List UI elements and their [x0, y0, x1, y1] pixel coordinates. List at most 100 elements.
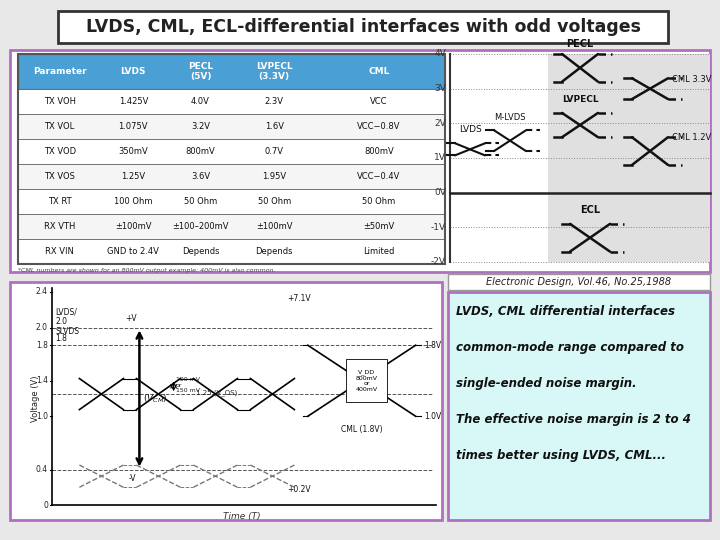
- Text: CML (1.8V): CML (1.8V): [341, 425, 382, 434]
- Text: 2.0: 2.0: [55, 317, 67, 326]
- Text: common-mode range compared to: common-mode range compared to: [456, 341, 684, 354]
- Text: 0V: 0V: [434, 188, 446, 197]
- Text: ±50mV: ±50mV: [363, 222, 395, 231]
- Text: 800mV: 800mV: [186, 147, 215, 156]
- Text: CML 1.2V: CML 1.2V: [672, 133, 711, 141]
- Text: +7.1V: +7.1V: [287, 294, 311, 303]
- Text: CML: CML: [368, 67, 390, 76]
- Text: 1.4: 1.4: [36, 376, 48, 385]
- Text: LVPECL
(3.3V): LVPECL (3.3V): [256, 62, 292, 82]
- Text: 1.8: 1.8: [36, 341, 48, 350]
- Text: ±100mV: ±100mV: [256, 222, 292, 231]
- Text: RX VIN: RX VIN: [45, 247, 74, 256]
- Text: LVDS: LVDS: [120, 67, 146, 76]
- Text: 100 mV
or
150 mV: 100 mV or 150 mV: [176, 377, 199, 394]
- Text: Time (T): Time (T): [223, 512, 261, 522]
- Text: 1.425V: 1.425V: [119, 97, 148, 106]
- Text: 0.7V: 0.7V: [265, 147, 284, 156]
- Text: 1.95V: 1.95V: [262, 172, 287, 181]
- Text: Electronic Design, Vol.46, No.25,1988: Electronic Design, Vol.46, No.25,1988: [487, 277, 672, 287]
- Text: CML 3.3V: CML 3.3V: [672, 76, 711, 84]
- Text: LVDS/: LVDS/: [55, 308, 77, 317]
- Bar: [18, 90, 445, 114]
- Text: 100 Ohm: 100 Ohm: [114, 197, 153, 206]
- Text: PECL: PECL: [567, 39, 593, 49]
- Bar: [18, 114, 445, 139]
- Text: 50 Ohm: 50 Ohm: [258, 197, 291, 206]
- Text: 4V: 4V: [434, 50, 446, 58]
- Text: 1.0V: 1.0V: [425, 411, 442, 421]
- Text: Voltage (V): Voltage (V): [32, 375, 40, 422]
- Text: 3.6V: 3.6V: [191, 172, 210, 181]
- Bar: [18, 139, 445, 164]
- Text: TX VOD: TX VOD: [44, 147, 76, 156]
- Text: 50 Ohm: 50 Ohm: [184, 197, 217, 206]
- Bar: [18, 239, 445, 264]
- Text: TX RT: TX RT: [48, 197, 71, 206]
- Text: LVDS, CML differential interfaces: LVDS, CML differential interfaces: [456, 305, 675, 318]
- Bar: [448, 292, 710, 520]
- Text: +V: +V: [125, 314, 136, 323]
- Bar: [18, 54, 445, 264]
- Text: $(V_{CM})$: $(V_{CM})$: [143, 392, 168, 405]
- Text: 1.8V: 1.8V: [425, 341, 442, 350]
- Text: 1.0: 1.0: [36, 411, 48, 421]
- Bar: [548, 54, 710, 262]
- Text: 4.0V: 4.0V: [191, 97, 210, 106]
- Text: Limited: Limited: [363, 247, 395, 256]
- Text: Depends: Depends: [181, 247, 220, 256]
- Text: times better using LVDS, CML...: times better using LVDS, CML...: [456, 449, 666, 462]
- Text: The effective noise margin is 2 to 4: The effective noise margin is 2 to 4: [456, 413, 691, 426]
- Text: ±100–200mV: ±100–200mV: [172, 222, 229, 231]
- Bar: [18, 164, 445, 189]
- Text: LVDS, CML, ECL-differential interfaces with odd voltages: LVDS, CML, ECL-differential interfaces w…: [86, 18, 641, 36]
- Text: V_DD
800mV
or
400mV: V_DD 800mV or 400mV: [356, 369, 378, 392]
- Text: 2.3V: 2.3V: [265, 97, 284, 106]
- Text: TX VOL: TX VOL: [45, 123, 75, 131]
- Text: 1.075V: 1.075V: [119, 123, 148, 131]
- Text: -V: -V: [129, 474, 136, 483]
- Text: TX VOS: TX VOS: [44, 172, 75, 181]
- Text: RX VTH: RX VTH: [44, 222, 76, 231]
- Bar: [18, 214, 445, 239]
- Text: GND to 2.4V: GND to 2.4V: [107, 247, 159, 256]
- Text: 50 Ohm: 50 Ohm: [362, 197, 395, 206]
- Text: 1.6V: 1.6V: [265, 123, 284, 131]
- Text: 3.2V: 3.2V: [191, 123, 210, 131]
- Text: 3V: 3V: [434, 84, 446, 93]
- Text: 800mV: 800mV: [364, 147, 394, 156]
- Text: 0.4: 0.4: [36, 465, 48, 474]
- Text: SLVDS: SLVDS: [55, 327, 79, 336]
- Text: Parameter: Parameter: [33, 67, 86, 76]
- Text: 1V: 1V: [434, 153, 446, 163]
- Bar: [18, 189, 445, 214]
- Text: ±100mV: ±100mV: [115, 222, 151, 231]
- Text: 1.25V: 1.25V: [121, 172, 145, 181]
- Text: 1.25 (V_OS): 1.25 (V_OS): [196, 389, 237, 396]
- Text: +0.2V: +0.2V: [287, 485, 311, 495]
- Bar: [10, 50, 710, 272]
- Bar: [58, 11, 668, 43]
- Text: Depends: Depends: [256, 247, 293, 256]
- Text: ECL: ECL: [580, 205, 600, 215]
- Text: LVDS: LVDS: [459, 125, 482, 134]
- Text: VCC: VCC: [370, 97, 387, 106]
- Text: PECL
(5V): PECL (5V): [188, 62, 213, 82]
- Text: 350mV: 350mV: [118, 147, 148, 156]
- Text: M-LVDS: M-LVDS: [494, 113, 526, 122]
- Text: 1.8: 1.8: [55, 334, 67, 343]
- Text: 2V: 2V: [434, 119, 446, 128]
- Text: VCC−0.8V: VCC−0.8V: [357, 123, 400, 131]
- Bar: [10, 282, 442, 520]
- Text: 2.4: 2.4: [36, 287, 48, 296]
- Text: -1V: -1V: [431, 223, 446, 232]
- Text: TX VOH: TX VOH: [44, 97, 76, 106]
- Text: single-ended noise margin.: single-ended noise margin.: [456, 377, 636, 390]
- Text: VCC−0.4V: VCC−0.4V: [357, 172, 400, 181]
- Text: LVPECL: LVPECL: [562, 95, 598, 104]
- Bar: [448, 274, 710, 290]
- Text: *CML numbers are shown for an 800mV output example; 400mV is also common.: *CML numbers are shown for an 800mV outp…: [18, 268, 276, 273]
- Text: 0: 0: [43, 501, 48, 510]
- Text: -2V: -2V: [431, 258, 446, 267]
- Bar: [18, 54, 445, 90]
